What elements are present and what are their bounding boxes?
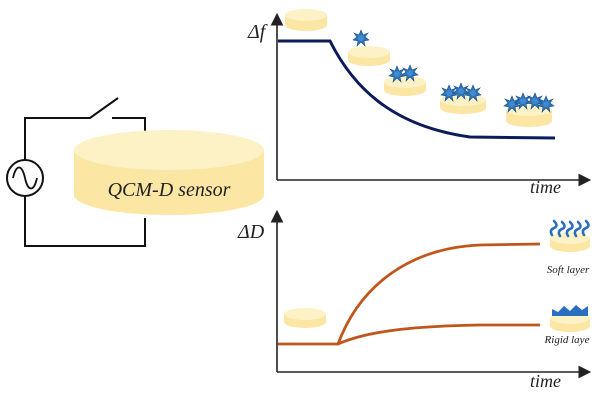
frequency-plot: Δf time — [247, 9, 592, 197]
crystal-some-particles — [384, 64, 426, 96]
crystal-bare-bottom — [284, 308, 326, 328]
dissipation-plot: ΔD time Soft layer Rigid laye — [237, 209, 592, 391]
sensor-disk: QCM-D sensor — [74, 130, 264, 215]
diss-y-label: ΔD — [237, 221, 265, 243]
frequency-curve — [278, 39, 556, 140]
circuit-wire-bottom — [24, 196, 146, 247]
sensor-label: QCM-D sensor — [108, 179, 231, 201]
crystal-more-particles — [440, 82, 486, 114]
crystal-few-particles — [348, 29, 390, 66]
freq-x-label: time — [530, 177, 561, 197]
soft-chains-icon — [549, 219, 590, 238]
rigid-chains-icon — [552, 305, 588, 316]
sensor-disk-top — [74, 130, 264, 170]
soft-layer-label: Soft layer — [547, 264, 590, 276]
sine-wave-icon — [12, 166, 38, 190]
circuit — [6, 97, 146, 247]
soft-layer-legend: Soft layer — [547, 219, 590, 276]
soft-layer-curve — [278, 242, 541, 346]
circuit-wire-top-left — [24, 97, 119, 160]
rigid-layer-legend: Rigid laye — [544, 305, 590, 346]
diss-x-label: time — [530, 371, 561, 391]
freq-y-label: Δf — [247, 21, 268, 43]
crystal-full-particles — [503, 92, 555, 127]
rigid-layer-label: Rigid laye — [544, 334, 590, 346]
rigid-layer-curve — [337, 323, 540, 346]
particle-icon — [352, 29, 370, 47]
crystal-bare — [285, 9, 327, 31]
